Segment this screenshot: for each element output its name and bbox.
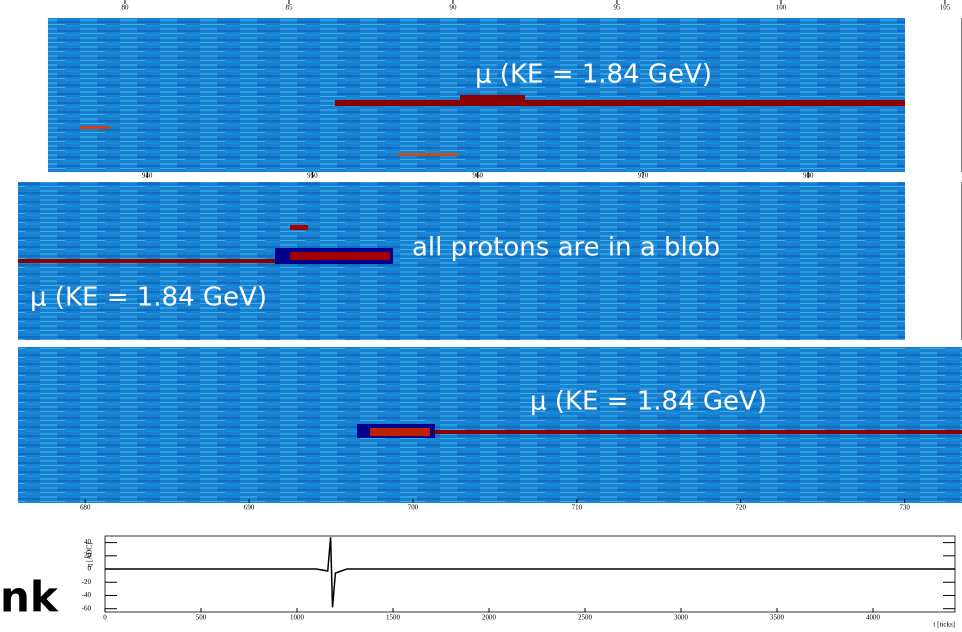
y-axis-label: q [ADC] <box>86 543 94 568</box>
x-tick-label: 3000 <box>674 614 689 622</box>
track <box>18 259 393 263</box>
x-tick-label: 2500 <box>578 614 593 622</box>
x-tick-label: 720 <box>736 504 747 512</box>
annotation: μ (KE = 1.84 GeV) <box>30 283 267 313</box>
heatmap <box>18 347 962 503</box>
y-tick-label: 20 <box>84 551 92 559</box>
x-tick-label: 0 <box>103 614 107 622</box>
x-tick-label: 4000 <box>866 614 881 622</box>
x-tick-label: 730 <box>899 504 910 512</box>
axis-strip <box>905 18 962 172</box>
x-tick-label: 500 <box>196 614 207 622</box>
hit <box>80 126 110 129</box>
y-tick-label: -40 <box>82 591 92 599</box>
x-tick-label: 105 <box>940 4 951 12</box>
track <box>460 95 525 103</box>
x-tick-label: 700 <box>408 504 419 512</box>
y-tick-label: -20 <box>82 578 92 586</box>
x-tick-label: 690 <box>244 504 255 512</box>
x-tick-label: 80 <box>121 4 129 12</box>
annotation: μ (KE = 1.84 GeV) <box>530 387 767 417</box>
plot-frame <box>104 535 956 613</box>
annotation: μ (KE = 1.84 GeV) <box>475 60 712 90</box>
x-tick-label: 1500 <box>386 614 401 622</box>
blob <box>290 252 390 260</box>
x-tick-label: 90 <box>449 4 457 12</box>
waveform: 0 500 1000 1500 2000 2500 3000 3500 4000 40 20 0 -20… <box>82 537 955 629</box>
x-tick-label: 680 <box>80 504 91 512</box>
x-axis-label: t [ticks] <box>933 621 955 628</box>
annotation: all protons are in a blob <box>412 233 720 263</box>
x-tick-label: 2000 <box>482 614 497 622</box>
track <box>357 430 962 434</box>
y-tick-label: 40 <box>84 538 92 546</box>
waveform-line <box>105 537 955 608</box>
y-tick-label: 0 <box>88 565 92 573</box>
hit <box>398 153 458 156</box>
x-tick-label: 95 <box>613 4 621 12</box>
hit <box>290 225 308 230</box>
x-tick-label: 710 <box>572 504 583 512</box>
side-text: nk <box>0 573 59 622</box>
y-tick-label: -60 <box>82 604 92 612</box>
x-tick-label: 85 <box>285 4 293 12</box>
blob <box>370 428 430 436</box>
track <box>335 100 905 106</box>
x-tick-label: 3500 <box>770 614 785 622</box>
axis-strip <box>905 182 962 340</box>
x-tick-label: 1000 <box>290 614 305 622</box>
x-tick-label: 100 <box>776 4 787 12</box>
